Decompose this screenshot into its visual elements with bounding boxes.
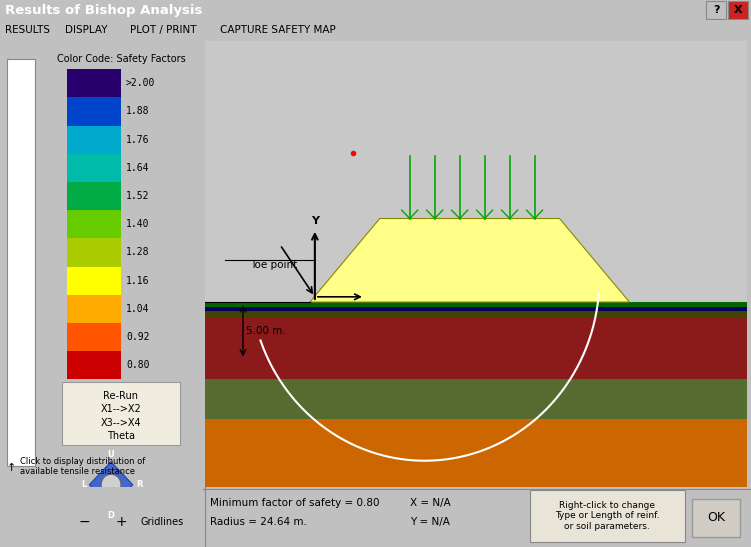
Text: Results of Bishop Analysis: Results of Bishop Analysis: [5, 4, 202, 16]
Text: X: X: [734, 5, 742, 15]
Bar: [67, 154, 121, 182]
Text: X = N/A: X = N/A: [410, 498, 451, 508]
Text: +: +: [115, 515, 127, 529]
Polygon shape: [310, 218, 629, 302]
Text: Radius = 24.64 m.: Radius = 24.64 m.: [210, 517, 307, 527]
Text: 1.76: 1.76: [126, 135, 149, 145]
Bar: [67, 210, 121, 238]
Text: OK: OK: [707, 511, 725, 525]
Bar: [728, 1, 748, 19]
Text: X3-->X4: X3-->X4: [101, 418, 141, 428]
Text: 1.88: 1.88: [126, 107, 149, 117]
Bar: [67, 97, 121, 126]
Text: ↑: ↑: [8, 463, 17, 473]
Text: X1-->X2: X1-->X2: [101, 404, 141, 414]
Bar: [205, 317, 747, 379]
Text: 5.00 m.: 5.00 m.: [246, 326, 285, 336]
Text: 1.52: 1.52: [126, 191, 149, 201]
Bar: [205, 307, 747, 311]
Bar: [8, 59, 35, 466]
Bar: [692, 499, 740, 537]
Text: −: −: [79, 515, 90, 529]
Text: Theta: Theta: [107, 432, 135, 441]
Text: 1.64: 1.64: [126, 163, 149, 173]
Bar: [70, 513, 99, 532]
Text: Re-Run: Re-Run: [104, 391, 138, 401]
Text: 0.92: 0.92: [126, 332, 149, 342]
Text: Y = N/A: Y = N/A: [410, 517, 450, 527]
Text: Minimum factor of safety = 0.80: Minimum factor of safety = 0.80: [210, 498, 379, 508]
Text: R: R: [136, 480, 142, 489]
Bar: [205, 41, 747, 302]
Polygon shape: [89, 462, 133, 508]
Bar: [62, 382, 180, 445]
Text: PLOT / PRINT: PLOT / PRINT: [130, 25, 197, 36]
Bar: [67, 323, 121, 351]
Bar: [706, 1, 726, 19]
Circle shape: [101, 474, 121, 495]
Bar: [67, 69, 121, 97]
Text: Y: Y: [311, 216, 319, 226]
Bar: [67, 295, 121, 323]
Text: CAPTURE SAFETY MAP: CAPTURE SAFETY MAP: [220, 25, 336, 36]
Bar: [205, 302, 747, 307]
Text: L: L: [81, 480, 86, 489]
Bar: [205, 311, 747, 317]
Bar: [67, 266, 121, 295]
Bar: [205, 419, 747, 487]
Text: 1.16: 1.16: [126, 276, 149, 286]
Text: DISPLAY: DISPLAY: [65, 25, 107, 36]
Text: 1.28: 1.28: [126, 247, 149, 258]
Text: Click to display distribution of
available tensile resistance: Click to display distribution of availab…: [20, 457, 145, 476]
Bar: [67, 182, 121, 210]
Text: 1.40: 1.40: [126, 219, 149, 229]
Text: RESULTS: RESULTS: [5, 25, 50, 36]
Text: U: U: [107, 450, 114, 458]
Text: Toe point: Toe point: [250, 260, 297, 271]
Bar: [205, 379, 747, 419]
Text: >2.00: >2.00: [126, 78, 155, 88]
Bar: [67, 238, 121, 266]
Bar: [530, 490, 685, 542]
Bar: [67, 126, 121, 154]
Bar: [67, 351, 121, 379]
Text: Right-click to change
Type or Length of reinf.
or soil parameters.: Right-click to change Type or Length of …: [555, 501, 659, 531]
Text: Color Code: Safety Factors: Color Code: Safety Factors: [56, 54, 185, 63]
Text: D: D: [107, 511, 115, 520]
Text: Gridlines: Gridlines: [140, 517, 184, 527]
Text: ?: ?: [713, 5, 719, 15]
Bar: [106, 513, 136, 532]
Text: 1.04: 1.04: [126, 304, 149, 314]
Text: 0.80: 0.80: [126, 360, 149, 370]
